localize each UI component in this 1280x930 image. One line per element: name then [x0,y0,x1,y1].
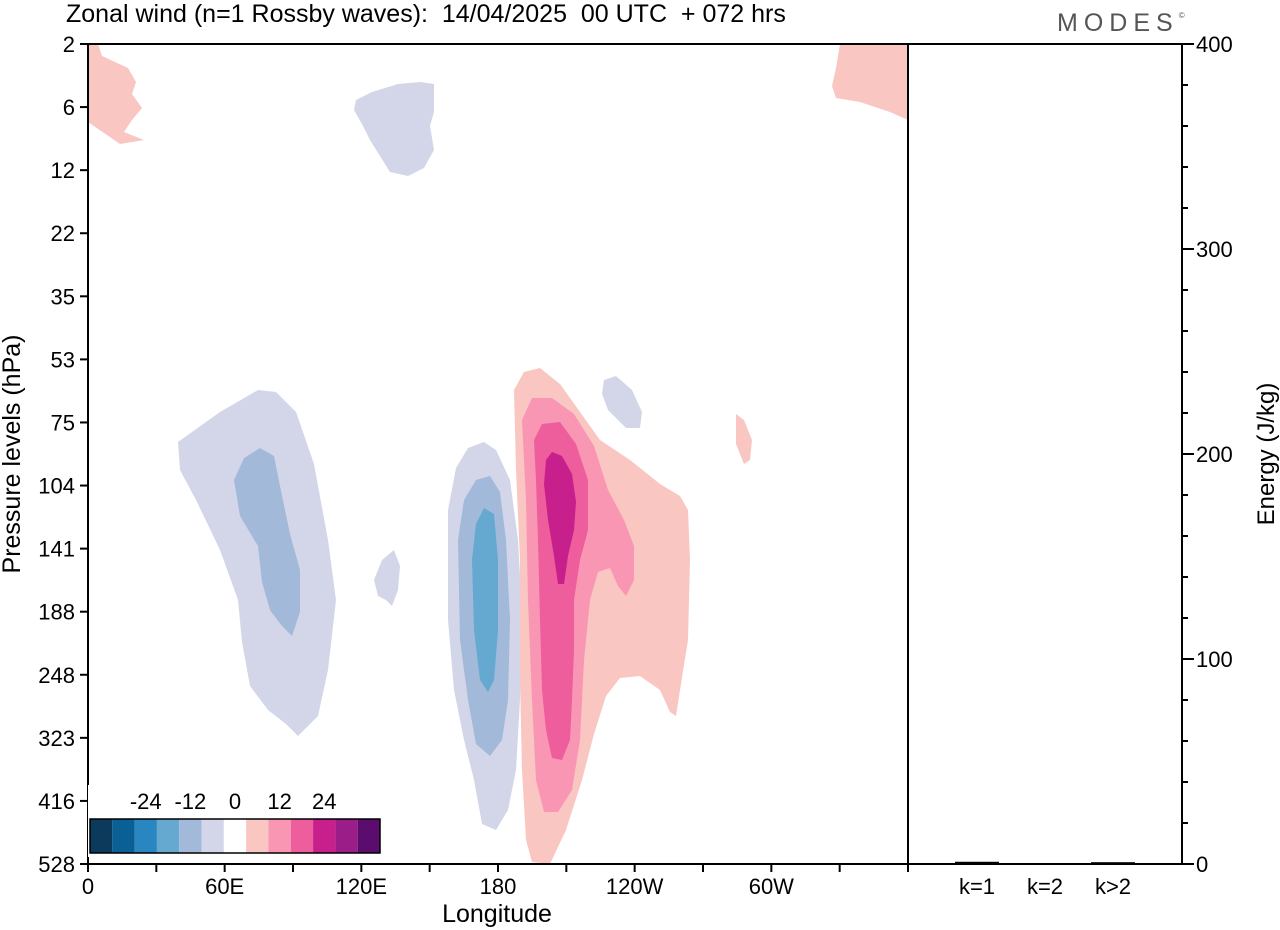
contour-field [88,44,908,864]
x-axis-ticks: 0 60E 120E 180 120W 60W [82,864,909,899]
y-tick-label: 6 [63,95,75,120]
y-tick-label: 188 [38,600,75,625]
contour-negative-8 [472,508,498,692]
x-tick-label: 120W [606,874,664,899]
colorbar-swatch [90,819,113,853]
y-tick-label: 2 [63,32,75,57]
energy-tick-label: 0 [1196,852,1208,877]
colorbar-swatch [268,819,291,853]
colorbar-swatch [112,819,135,853]
x-tick-label: 120E [336,874,387,899]
y-tick-label: 22 [51,221,75,246]
y-tick-label: 141 [38,537,75,562]
y-tick-label: 75 [51,410,75,435]
y-tick-label: 53 [51,347,75,372]
energy-bar [955,861,999,864]
logo-text: MODES [1057,9,1179,37]
energy-bar [1023,863,1067,864]
x-tick-label: 180 [480,874,517,899]
y-tick-label: 528 [38,852,75,877]
contour-negative-3 [234,448,300,636]
energy-axis-label: Energy (J/kg) [1253,383,1280,526]
y-tick-label: 104 [38,474,75,499]
chart-title: Zonal wind (n=1 Rossby waves): 14/04/202… [66,0,786,28]
colorbar-label: -12 [174,789,206,814]
energy-bar [1091,862,1135,864]
colorbar-swatch [179,819,202,853]
contour-positive-3 [736,414,752,464]
colorbar-swatch [156,819,180,853]
y-tick-label: 323 [38,726,75,751]
colorbar-swatch [134,819,157,853]
energy-axis-ticks: 0 100 200 300 400 [1182,32,1233,877]
contour-negative-1 [354,82,434,176]
contour-positive-1 [88,44,144,144]
colorbar-swatch [223,819,247,853]
colorbar-swatch [357,819,380,853]
y-axis-ticks: 2 6 12 22 35 53 75 104 141 188 248 323 416 528 [38,32,88,877]
energy-tick-label: 400 [1196,32,1233,57]
logo-mark: © [1178,11,1185,20]
contour-negative-4 [374,550,400,606]
energy-category-label: k=2 [1027,874,1063,899]
contour-positive-7 [544,452,576,584]
energy-category-label: k>2 [1095,874,1131,899]
colorbar-swatch [290,819,314,853]
colorbar-label: 0 [229,789,241,814]
x-axis-label: Longitude [442,900,552,928]
colorbar: -24 -12 0 12 24 [88,785,382,857]
energy-tick-label: 300 [1196,237,1233,262]
x-tick-label: 0 [82,874,94,899]
contour-positive-2 [832,44,908,120]
colorbar-label: 12 [267,789,291,814]
colorbar-swatch [335,819,358,853]
energy-category-label: k=1 [959,874,995,899]
colorbar-swatch [201,819,224,853]
x-tick-label: 60W [749,874,794,899]
y-tick-label: 248 [38,663,75,688]
modes-logo: MODES© [1057,9,1185,38]
colorbar-frame [89,818,381,854]
colorbar-label: 24 [312,789,336,814]
colorbar-swatch [313,819,336,853]
colorbar-swatch [246,819,269,853]
energy-bars: k=1 k=2 k>2 [955,861,1135,899]
x-tick-label: 60E [205,874,244,899]
colorbar-label: -24 [130,789,162,814]
y-tick-label: 416 [38,789,75,814]
contour-negative-5 [602,376,642,428]
y-axis-label: Pressure levels (hPa) [0,335,26,574]
y-tick-label: 12 [51,158,75,183]
energy-tick-label: 100 [1196,647,1233,672]
contour-negative-2 [178,390,336,736]
energy-tick-label: 200 [1196,442,1233,467]
y-tick-label: 35 [51,284,75,309]
